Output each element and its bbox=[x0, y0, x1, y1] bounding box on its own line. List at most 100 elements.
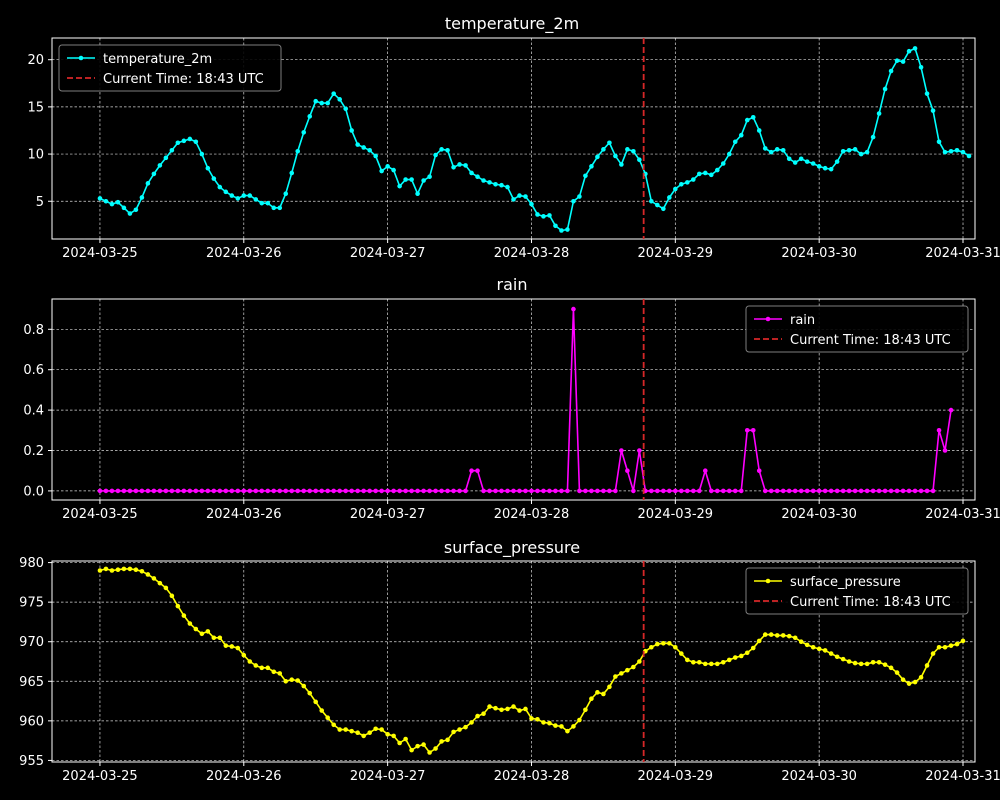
temperature-data-point bbox=[559, 228, 564, 233]
pressure-data-point bbox=[211, 635, 217, 641]
rain-data-point bbox=[355, 488, 360, 494]
temperature-data-point bbox=[720, 161, 726, 166]
pressure-data-point bbox=[187, 621, 193, 626]
rain-data-point bbox=[559, 488, 564, 494]
pressure-data-point bbox=[295, 678, 301, 683]
pressure-ytick-label: 955 bbox=[19, 754, 44, 769]
rain-data-point bbox=[738, 488, 744, 494]
rain-data-point bbox=[864, 488, 870, 494]
temperature-legend-box bbox=[58, 44, 282, 92]
temperature-data-point bbox=[589, 164, 594, 169]
temperature-data-point bbox=[840, 148, 846, 154]
pressure-data-point bbox=[253, 663, 259, 668]
temperature-data-point bbox=[253, 197, 259, 202]
rain-data-point bbox=[930, 488, 936, 494]
temperature-data-point bbox=[625, 147, 630, 152]
pressure-data-point bbox=[373, 726, 378, 732]
rain-data-point bbox=[319, 488, 325, 494]
pressure-data-point bbox=[816, 646, 822, 652]
temperature-xtick-label: 2024-03-31 bbox=[925, 246, 1000, 261]
rain-data-point bbox=[385, 488, 390, 494]
rain-data-point bbox=[762, 488, 768, 494]
pressure-data-point bbox=[912, 679, 918, 685]
rain-data-point bbox=[337, 488, 342, 494]
pressure-ytick-label: 960 bbox=[19, 714, 44, 729]
pressure-data-point bbox=[349, 728, 354, 734]
pressure-data-point bbox=[559, 724, 564, 729]
temperature-data-point bbox=[295, 148, 301, 154]
temperature-data-point bbox=[241, 193, 247, 198]
pressure-data-point bbox=[331, 722, 336, 728]
temperature-data-point bbox=[505, 184, 510, 190]
pressure-data-point bbox=[403, 736, 408, 742]
temperature-data-point bbox=[780, 148, 786, 153]
pressure-data-point bbox=[930, 651, 936, 656]
rain-data-point bbox=[271, 488, 277, 494]
pressure-data-point bbox=[505, 706, 510, 712]
pressure-data-point bbox=[936, 644, 942, 650]
rain-data-point bbox=[391, 488, 396, 494]
pressure-data-point bbox=[756, 638, 762, 644]
pressure-data-point bbox=[391, 733, 396, 739]
pressure-data-point bbox=[702, 661, 708, 667]
pressure-data-point bbox=[97, 568, 103, 573]
rain-data-point bbox=[109, 488, 115, 494]
rain-ytick-label: 0.6 bbox=[23, 363, 44, 378]
temperature-data-point bbox=[205, 165, 211, 171]
rain-data-point bbox=[726, 488, 732, 494]
temperature-data-point bbox=[433, 152, 438, 158]
temperature-data-point bbox=[679, 181, 684, 187]
rain-data-point bbox=[529, 488, 534, 494]
pressure-data-point bbox=[109, 568, 115, 573]
temperature-data-point bbox=[768, 149, 774, 155]
temperature-data-point bbox=[942, 149, 948, 155]
temperature-data-point bbox=[313, 98, 319, 104]
rain-data-point bbox=[607, 488, 612, 494]
rain-data-point bbox=[265, 488, 271, 494]
pressure-data-point bbox=[679, 651, 684, 656]
temperature-data-point bbox=[607, 140, 612, 146]
temperature-data-point bbox=[583, 173, 588, 179]
pressure-data-point bbox=[433, 746, 438, 751]
rain-legend-label: rain bbox=[790, 313, 815, 328]
rain-title: rain bbox=[497, 275, 528, 294]
pressure-data-point bbox=[798, 639, 804, 645]
pressure-data-point bbox=[475, 713, 480, 719]
pressure-data-point bbox=[948, 643, 954, 648]
temperature-data-point bbox=[691, 177, 696, 182]
pressure-data-point bbox=[379, 727, 384, 732]
pressure-data-point bbox=[649, 644, 654, 650]
pressure-data-point bbox=[181, 613, 187, 618]
temperature-data-point bbox=[115, 199, 121, 205]
rain-data-point bbox=[121, 488, 127, 494]
rain-data-point bbox=[708, 488, 714, 494]
rain-xtick-label: 2024-03-29 bbox=[638, 507, 714, 522]
rain-data-point bbox=[732, 488, 738, 494]
pressure-ytick-label: 980 bbox=[19, 556, 44, 571]
rain-data-point bbox=[601, 488, 606, 494]
temperature-data-point bbox=[960, 149, 966, 155]
temperature-data-point bbox=[469, 170, 474, 176]
pressure-data-point bbox=[726, 657, 732, 663]
temperature-data-point bbox=[816, 164, 822, 169]
temperature-data-point bbox=[121, 205, 127, 211]
rain-data-point bbox=[277, 488, 283, 494]
temperature-data-point bbox=[649, 198, 654, 204]
pressure-data-point bbox=[325, 715, 331, 720]
rain-data-point bbox=[637, 448, 642, 453]
pressure-data-point bbox=[828, 651, 834, 656]
rain-data-point bbox=[505, 488, 510, 494]
temperature-data-point bbox=[367, 148, 372, 153]
temperature-data-point bbox=[97, 196, 103, 201]
temperature-data-point bbox=[571, 198, 576, 204]
temperature-data-point bbox=[924, 91, 930, 96]
rain-data-point bbox=[139, 488, 145, 494]
rain-data-point bbox=[517, 488, 522, 494]
temperature-data-point bbox=[391, 167, 396, 173]
temperature-data-point bbox=[655, 202, 660, 208]
temperature-data-point bbox=[882, 86, 888, 92]
temperature-data-point bbox=[888, 68, 894, 74]
rain-data-point bbox=[229, 488, 235, 494]
pressure-data-point bbox=[535, 716, 540, 722]
rain-xtick-label: 2024-03-25 bbox=[62, 507, 138, 522]
